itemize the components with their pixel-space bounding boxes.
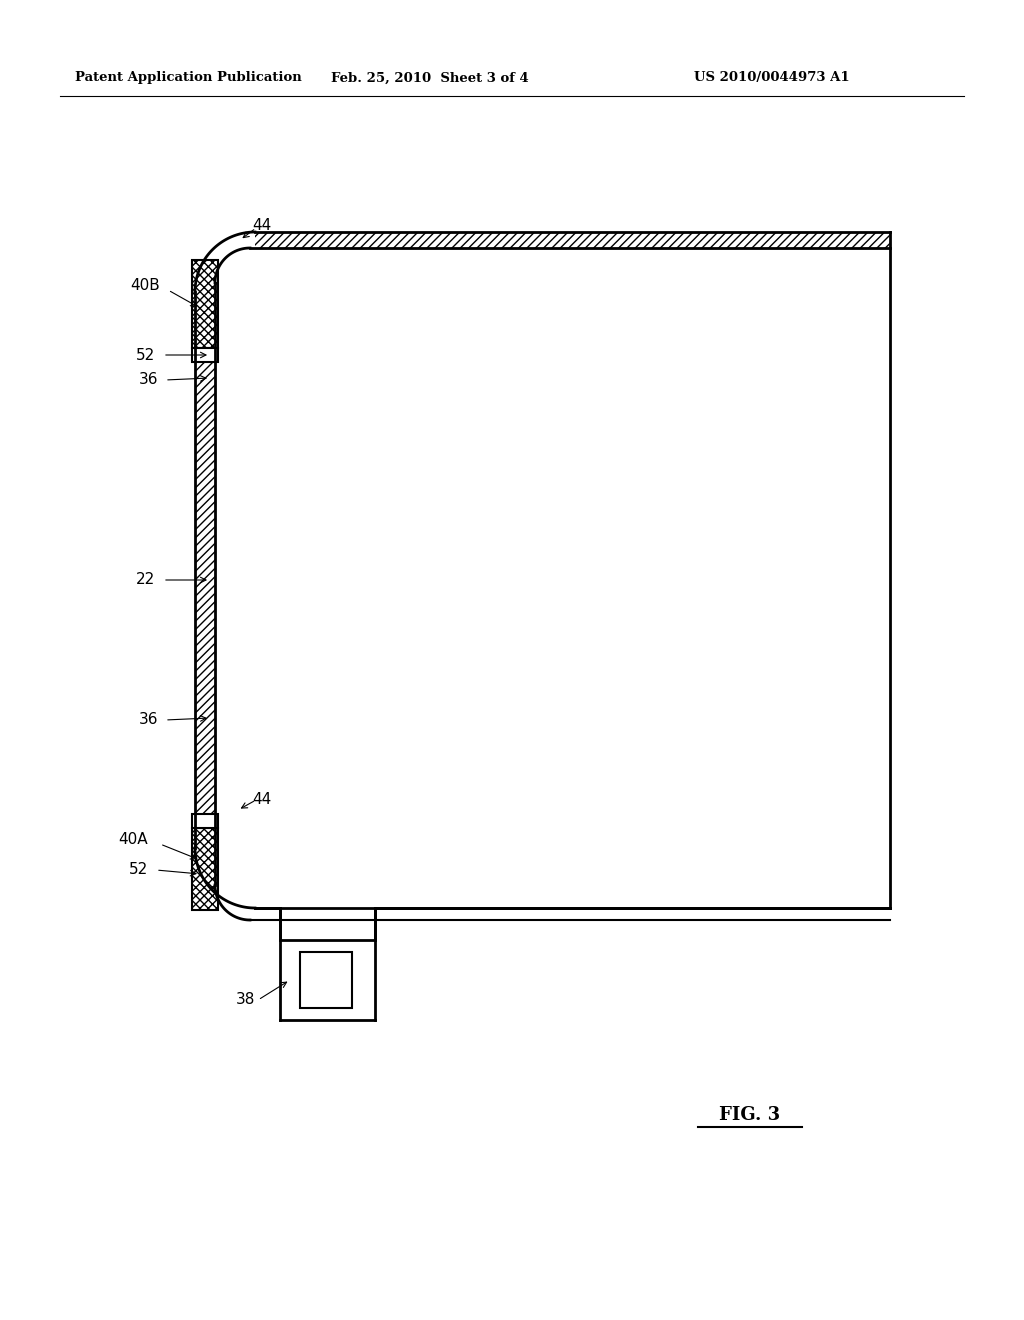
Bar [195, 814, 215, 884]
Text: FIG. 3: FIG. 3 [720, 1106, 780, 1125]
Text: 52: 52 [136, 347, 155, 363]
Text: 40B: 40B [130, 279, 160, 293]
Text: 36: 36 [138, 372, 158, 388]
Bar [195, 282, 215, 362]
Bar [195, 348, 215, 828]
Text: US 2010/0044973 A1: US 2010/0044973 A1 [694, 71, 850, 84]
Bar [193, 260, 218, 348]
Bar [255, 232, 890, 248]
Text: 52: 52 [129, 862, 148, 878]
Bar [193, 814, 218, 828]
Text: 36: 36 [138, 713, 158, 727]
Text: 22: 22 [136, 573, 155, 587]
Text: 44: 44 [252, 219, 271, 234]
Bar [193, 348, 218, 362]
Text: Patent Application Publication: Patent Application Publication [75, 71, 302, 84]
Text: 44: 44 [252, 792, 271, 808]
Bar [300, 952, 352, 1008]
Text: 40A: 40A [119, 833, 148, 847]
Bar [193, 828, 218, 909]
Text: Feb. 25, 2010  Sheet 3 of 4: Feb. 25, 2010 Sheet 3 of 4 [331, 71, 528, 84]
Text: 38: 38 [236, 993, 255, 1007]
